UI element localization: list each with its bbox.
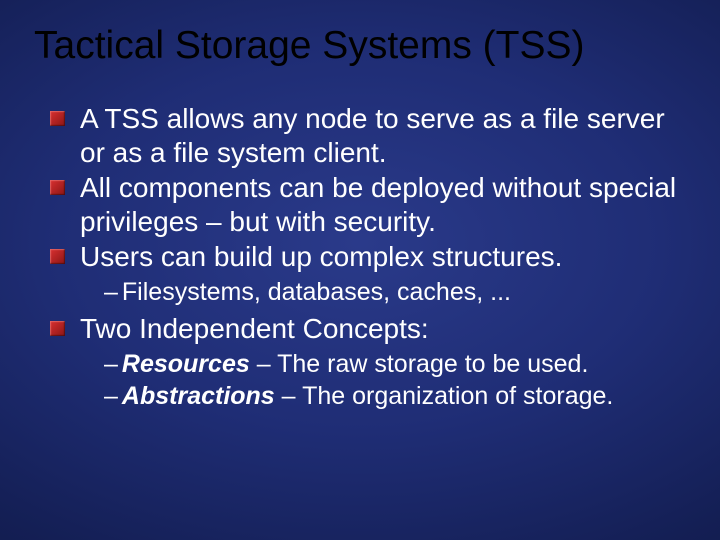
sub-list-item-text: The raw storage to be used. xyxy=(277,350,588,378)
sub-list-item-text: The organization of storage. xyxy=(302,382,613,410)
sub-list-item-label: Abstractions xyxy=(122,382,275,410)
list-item: Users can build up complex structures. –… xyxy=(50,240,686,308)
dash-icon: – xyxy=(104,278,118,306)
sub-list-item-sep: – xyxy=(275,382,302,410)
list-item: All components can be deployed without s… xyxy=(50,171,686,238)
sub-list: –Filesystems, databases, caches, ... xyxy=(80,276,686,308)
sub-list-item: –Filesystems, databases, caches, ... xyxy=(104,276,686,308)
sub-list-item-text: Filesystems, databases, caches, ... xyxy=(122,278,511,306)
sub-list-item: –Resources – The raw storage to be used. xyxy=(104,348,686,380)
list-item-text: All components can be deployed without s… xyxy=(80,172,676,237)
sub-list-item: –Abstractions – The organization of stor… xyxy=(104,380,686,412)
list-item-text: A TSS allows any node to serve as a file… xyxy=(80,103,665,168)
list-item-text: Two Independent Concepts: xyxy=(80,313,429,344)
sub-list: –Resources – The raw storage to be used.… xyxy=(80,348,686,412)
slide: Tactical Storage Systems (TSS) A TSS all… xyxy=(0,0,720,540)
dash-icon: – xyxy=(104,350,118,378)
list-item: Two Independent Concepts: –Resources – T… xyxy=(50,312,686,412)
dash-icon: – xyxy=(104,382,118,410)
slide-title: Tactical Storage Systems (TSS) xyxy=(34,24,686,68)
list-item-text: Users can build up complex structures. xyxy=(80,241,562,272)
sub-list-item-label: Resources xyxy=(122,350,250,378)
list-item: A TSS allows any node to serve as a file… xyxy=(50,102,686,169)
sub-list-item-sep: – xyxy=(250,350,277,378)
bullet-list: A TSS allows any node to serve as a file… xyxy=(34,102,686,412)
